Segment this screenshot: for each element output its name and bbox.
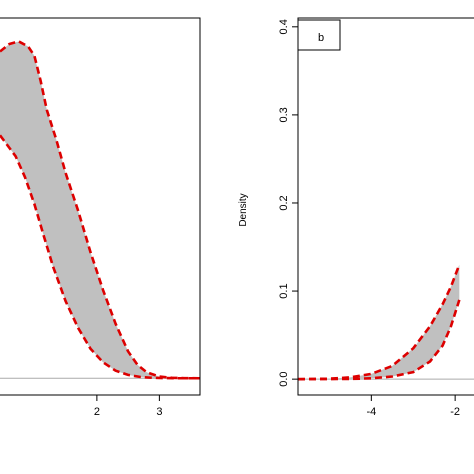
- panel-a-box: [0, 17, 201, 396]
- panel-b-y-axis-title: Density: [238, 193, 249, 226]
- panel-a-lower-curve: [0, 134, 200, 380]
- panel-b-plot-region: [297, 264, 474, 381]
- panel-a-x-tick-label: 2: [94, 406, 100, 418]
- panel-a-x-tick-label: 3: [156, 406, 162, 418]
- panel-b-y-tick-label: 0.0: [278, 371, 290, 386]
- panel-b-y-tick-label: 0.3: [278, 107, 290, 122]
- panel-a-upper-curve: [0, 40, 201, 380]
- panel-b-legend-box: [297, 19, 341, 51]
- panel-b-confidence-band: [298, 264, 460, 380]
- panel-b-axes: -4 -2 0.0 0.1 0.2 0.3 0.4: [278, 19, 460, 418]
- panel-b-y-tick-label: 0.1: [278, 283, 290, 298]
- panel-b-legend-label: b: [318, 32, 324, 44]
- panel-b-box: [297, 17, 474, 396]
- panel-b-x-tick-label: -4: [366, 406, 376, 418]
- panel-b-y-tick-label: 0.2: [278, 195, 290, 210]
- panel-a-confidence-band: [0, 41, 200, 379]
- panel-b-x-tick-label: -2: [450, 406, 460, 418]
- panel-a-plot-region: [0, 40, 201, 380]
- panel-b: -4 -2 0.0 0.1 0.2 0.3 0.4 b Density: [238, 17, 474, 418]
- panel-b-legend: b: [297, 19, 341, 51]
- panel-b-lower-curve: [297, 299, 461, 381]
- panel-b-y-tick-label: 0.4: [278, 19, 290, 34]
